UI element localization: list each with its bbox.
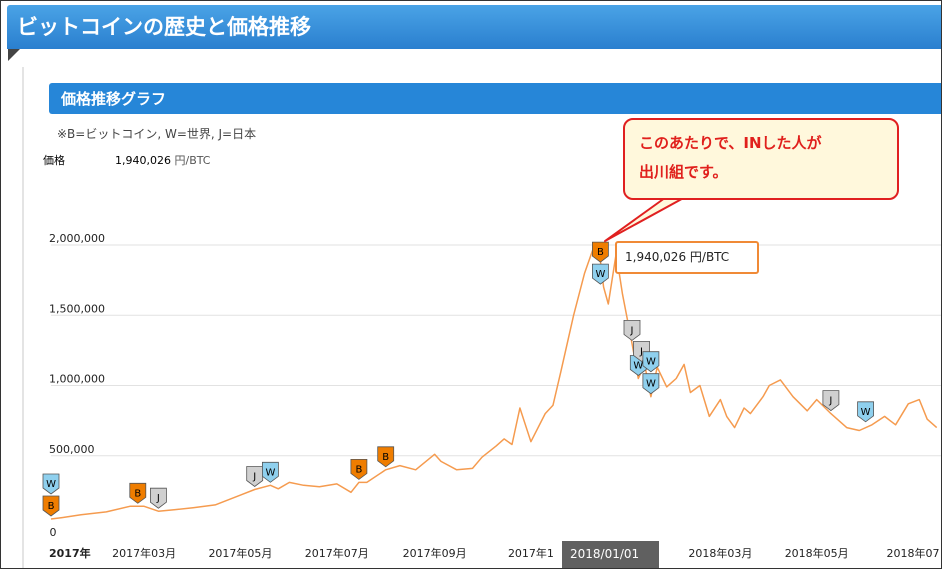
current-price-value: 1,940,026: [115, 154, 171, 167]
marker-shape: [246, 466, 264, 487]
event-marker-b: B: [377, 446, 395, 468]
x-tick-label: 2018年07: [887, 546, 940, 560]
marker-label: J: [156, 493, 160, 504]
event-marker-w: W: [857, 401, 874, 423]
marker-label: W: [595, 269, 605, 280]
x-tick-label: 2017年05月: [208, 546, 272, 560]
marker-label: W: [633, 361, 643, 372]
price-tooltip: [615, 241, 759, 274]
marker-label: W: [46, 479, 56, 490]
marker-shape: [261, 461, 279, 483]
marker-shape: [42, 495, 60, 517]
event-marker-j: J: [149, 487, 167, 509]
marker-label: J: [252, 472, 256, 483]
y-tick-label: 500,000: [49, 443, 95, 456]
callout-pointer: [604, 194, 690, 242]
marker-label: W: [265, 467, 275, 478]
event-marker-w: W: [261, 461, 279, 483]
y-tick-label: 1,000,000: [49, 373, 105, 386]
marker-label: B: [134, 488, 141, 499]
y-tick-label: 0: [50, 526, 57, 539]
section-header: 価格推移グラフ: [49, 83, 941, 114]
event-marker-b: B: [42, 495, 60, 517]
event-marker-w: W: [642, 351, 660, 373]
crosshair-date-label: 2018/01/01: [562, 541, 659, 568]
marker-shape: [642, 373, 660, 395]
annotation-callout-text: このあたりで、INした人が 出川組です。: [639, 129, 889, 187]
tooltip-unit: 円/BTC: [689, 250, 730, 264]
marker-shape: [350, 458, 368, 480]
event-marker-b: B: [592, 241, 609, 263]
marker-shape: [592, 263, 609, 285]
callout-line-1: このあたりで、INした人が: [639, 134, 822, 152]
marker-shape: [592, 241, 609, 263]
marker-label: W: [646, 357, 656, 368]
x-tick-label: 2017年07月: [305, 546, 369, 560]
marker-shape: [822, 390, 840, 412]
y-tick-label: 2,000,000: [49, 232, 105, 245]
section-title: 価格推移グラフ: [61, 90, 167, 108]
marker-label: W: [861, 407, 871, 418]
page-banner: ビットコインの歴史と価格推移: [7, 5, 941, 49]
marker-label: J: [630, 325, 634, 336]
event-marker-b: B: [350, 458, 368, 480]
marker-shape: [42, 473, 60, 495]
marker-shape: [377, 446, 395, 468]
marker-shape: [857, 401, 874, 423]
marker-shape: [149, 487, 167, 509]
marker-label: J: [828, 396, 832, 407]
event-marker-j: J: [246, 466, 264, 487]
x-tick-label: 2017年1: [508, 546, 554, 560]
x-tick-label: 2018年03月: [688, 546, 752, 560]
marker-label: B: [355, 464, 362, 475]
x-tick-label: 2017年: [49, 546, 91, 560]
marker-label: B: [597, 247, 604, 258]
x-tick-label: 2017年03月: [112, 546, 176, 560]
event-marker-b: B: [129, 482, 147, 504]
page-title: ビットコインの歴史と価格推移: [17, 15, 311, 39]
x-tick-label: 2017年09月: [403, 546, 467, 560]
annotation-callout: [623, 118, 899, 200]
marker-label: W: [646, 379, 656, 390]
marker-label: J: [639, 346, 643, 357]
event-marker-j: J: [623, 319, 641, 341]
current-price-unit: 円/BTC: [174, 154, 211, 167]
marker-shape: [129, 482, 147, 504]
marker-label: B: [48, 501, 55, 512]
crosshair-date-text: 2018/01/01: [570, 547, 640, 561]
marker-legend-note: ※B=ビットコイン, W=世界, J=日本: [57, 127, 257, 141]
price-line: [50, 247, 938, 520]
event-marker-j: J: [822, 390, 840, 412]
current-price-readout: 1,940,026 円/BTC: [115, 152, 211, 168]
price-label: 価格: [43, 154, 65, 167]
banner-tail-decoration: [8, 49, 20, 61]
x-tick-label: 2018年05月: [785, 546, 849, 560]
price-tooltip-text: 1,940,026 円/BTC: [625, 248, 729, 265]
tooltip-value: 1,940,026: [625, 250, 687, 264]
marker-label: B: [382, 452, 389, 463]
event-marker-w: W: [42, 473, 60, 495]
callout-line-2: 出川組です。: [639, 163, 728, 181]
event-marker-w: W: [642, 373, 660, 395]
marker-shape: [642, 351, 660, 373]
y-tick-label: 1,500,000: [49, 302, 105, 315]
event-marker-w: W: [592, 263, 609, 285]
marker-shape: [623, 319, 641, 341]
